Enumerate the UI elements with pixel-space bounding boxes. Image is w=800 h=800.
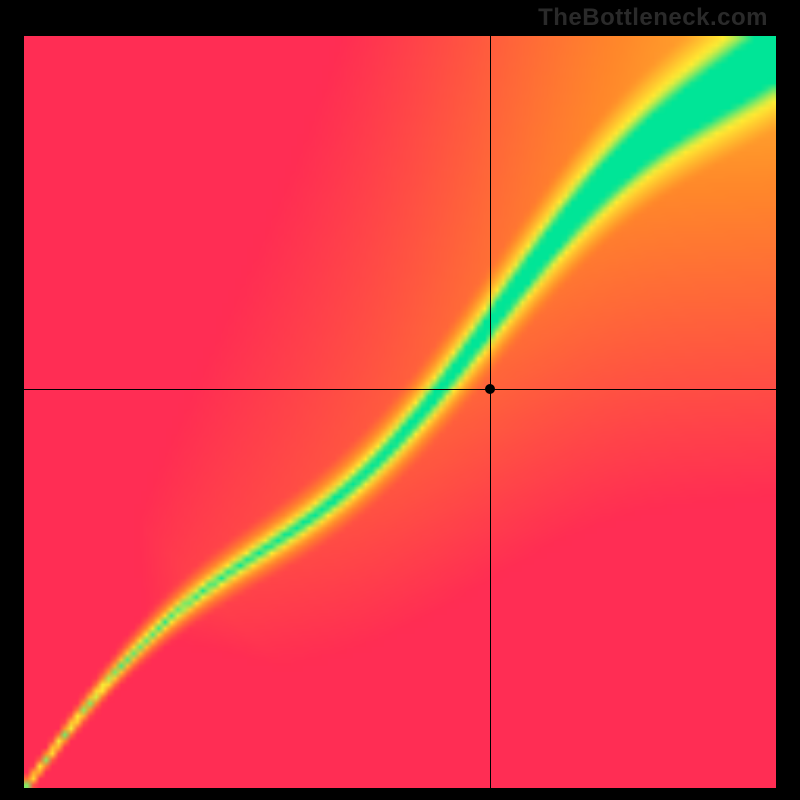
crosshair-vertical [490, 36, 491, 788]
crosshair-horizontal [24, 389, 776, 390]
chart-area [24, 36, 776, 788]
heatmap-canvas [24, 36, 776, 788]
marker-point [485, 384, 495, 394]
watermark-text: TheBottleneck.com [538, 4, 768, 32]
chart-container: TheBottleneck.com [0, 0, 800, 800]
